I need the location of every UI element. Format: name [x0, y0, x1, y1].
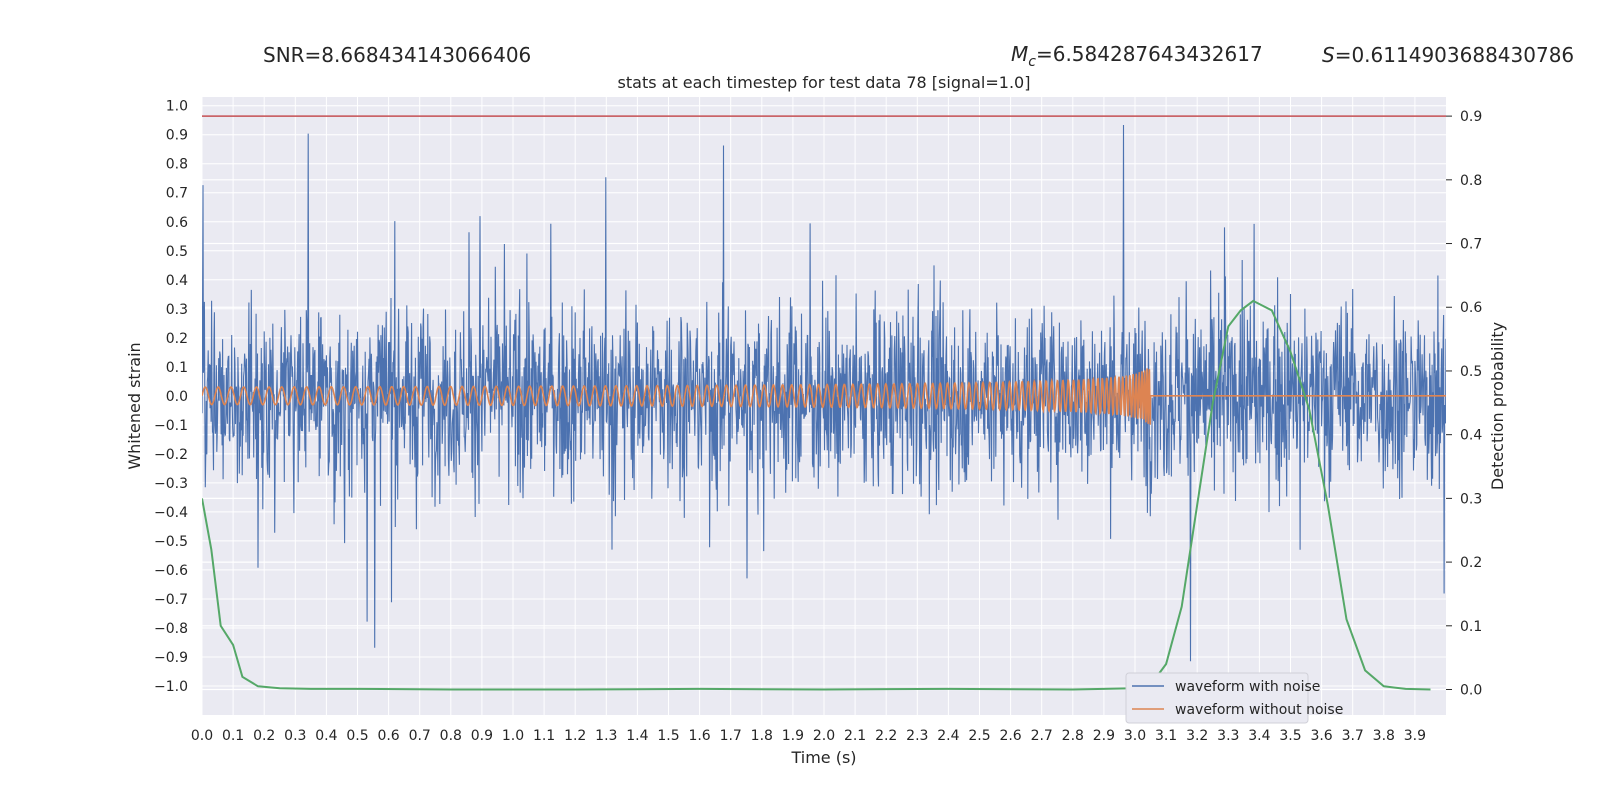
y-tick-label: 0.3	[166, 302, 188, 318]
x-tick-label: 2.4	[937, 728, 959, 744]
y2-tick-label: 0.9	[1460, 109, 1482, 125]
x-tick-label: 0.7	[409, 728, 431, 744]
legend-box	[1125, 672, 1309, 724]
y2-tick-label: 0.0	[1460, 683, 1482, 699]
score-stat: S=0.6114903688430786	[1322, 43, 1574, 67]
x-tick-label: 0.9	[471, 728, 493, 744]
x-tick-label: 1.0	[502, 728, 524, 744]
snr-stat: SNR=8.668434143066406	[263, 43, 531, 67]
y-tick-label: 0.9	[166, 128, 188, 144]
x-tick-label: 0.6	[377, 728, 399, 744]
y-tick-label: 0.4	[166, 273, 188, 289]
y-axis-label: Whitened strain	[125, 342, 144, 469]
legend-entry-noise: waveform with noise	[1175, 679, 1320, 695]
x-tick-label: 1.5	[657, 728, 679, 744]
x-tick-label: 2.1	[844, 728, 866, 744]
x-tick-label: 1.7	[720, 728, 742, 744]
y2-tick-label: 0.2	[1460, 555, 1482, 571]
x-tick-label: 1.4	[626, 728, 648, 744]
x-tick-label: 3.0	[1124, 728, 1146, 744]
y-tick-label: 0.2	[166, 331, 188, 347]
legend-entry-clean: waveform without noise	[1175, 702, 1343, 718]
y-tick-label: 0.1	[166, 360, 188, 376]
x-tick-label: 2.9	[1093, 728, 1115, 744]
y2-axis-label: Detection probability	[1488, 322, 1507, 490]
y-tick-label: −1.0	[154, 679, 188, 695]
legend: waveform with noise waveform without noi…	[1125, 672, 1343, 724]
x-tick-label: 3.2	[1186, 728, 1208, 744]
x-tick-label: 2.8	[1062, 728, 1084, 744]
chirp-mass-symbol: M	[1011, 42, 1028, 66]
x-tick-label: 0.4	[315, 728, 337, 744]
y-tick-label: −0.1	[154, 418, 188, 434]
y-tick-label: −0.2	[154, 447, 188, 463]
x-tick-label: 0.2	[253, 728, 275, 744]
y-tick-label: 0.6	[166, 215, 188, 231]
y2-tick-label: 0.1	[1460, 619, 1482, 635]
y-tick-label: −0.9	[154, 650, 188, 666]
x-tick-label: 1.8	[751, 728, 773, 744]
chirp-mass-stat: Mc=6.584287643432617	[1011, 42, 1263, 70]
y-tick-label: 0.0	[166, 389, 188, 405]
chirp-mass-value: =6.584287643432617	[1036, 42, 1263, 66]
x-tick-label: 3.4	[1248, 728, 1270, 744]
noisy-waveform-line	[202, 124, 1446, 662]
x-tick-label: 3.5	[1279, 728, 1301, 744]
y-tick-label: 1.0	[166, 99, 188, 115]
x-tick-label: 0.1	[222, 728, 244, 744]
y2-tick-label: 0.5	[1460, 364, 1482, 380]
y-tick-label: −0.8	[154, 621, 188, 637]
y2-tick-label: 0.8	[1460, 173, 1482, 189]
tick-labels: 0.0 0.1 0.2 0.3 0.4 0.5 0.6 0.7 0.8 0.9 1.0 1.1 1.2 1…	[154, 99, 1482, 744]
x-tick-label: 2.5	[968, 728, 990, 744]
x-tick-label: 1.3	[595, 728, 617, 744]
x-tick-label: 3.6	[1310, 728, 1332, 744]
x-tick-label: 1.6	[688, 728, 710, 744]
score-value: =0.6114903688430786	[1335, 43, 1574, 67]
x-tick-label: 3.7	[1342, 728, 1364, 744]
chart-title: stats at each timestep for test data 78 …	[618, 73, 1031, 92]
score-symbol: S	[1322, 43, 1335, 67]
x-tick-label: 2.0	[813, 728, 835, 744]
x-tick-label: 1.1	[533, 728, 555, 744]
x-tick-label: 2.7	[1031, 728, 1053, 744]
y2-tick-label: 0.3	[1460, 491, 1482, 507]
x-tick-label: 3.9	[1404, 728, 1426, 744]
x-tick-label: 1.2	[564, 728, 586, 744]
x-tick-label: 2.2	[875, 728, 897, 744]
x-tick-label: 0.3	[284, 728, 306, 744]
x-tick-label: 1.9	[782, 728, 804, 744]
y-tick-label: 0.5	[166, 244, 188, 260]
y-tick-label: 0.8	[166, 157, 188, 173]
y2-tick-label: 0.4	[1460, 428, 1482, 444]
y-tick-label: −0.3	[154, 476, 188, 492]
chirp-mass-subscript: c	[1028, 54, 1036, 70]
x-tick-label: 2.6	[999, 728, 1021, 744]
x-axis-label: Time (s)	[790, 748, 856, 767]
y-tick-label: −0.6	[154, 563, 188, 579]
clean-waveform-line	[202, 368, 1446, 425]
y-tick-label: −0.4	[154, 505, 188, 521]
y2-tick-label: 0.7	[1460, 237, 1482, 253]
x-tick-label: 0.0	[191, 728, 213, 744]
x-tick-label: 0.8	[440, 728, 462, 744]
x-tick-label: 2.3	[906, 728, 928, 744]
x-tick-label: 0.5	[346, 728, 368, 744]
y-tick-label: −0.5	[154, 534, 188, 550]
y-tick-label: 0.7	[166, 186, 188, 202]
x-tick-label: 3.1	[1155, 728, 1177, 744]
x-tick-label: 3.3	[1217, 728, 1239, 744]
y-tick-label: −0.7	[154, 592, 188, 608]
y2-tick-label: 0.6	[1460, 300, 1482, 316]
x-tick-label: 3.8	[1373, 728, 1395, 744]
